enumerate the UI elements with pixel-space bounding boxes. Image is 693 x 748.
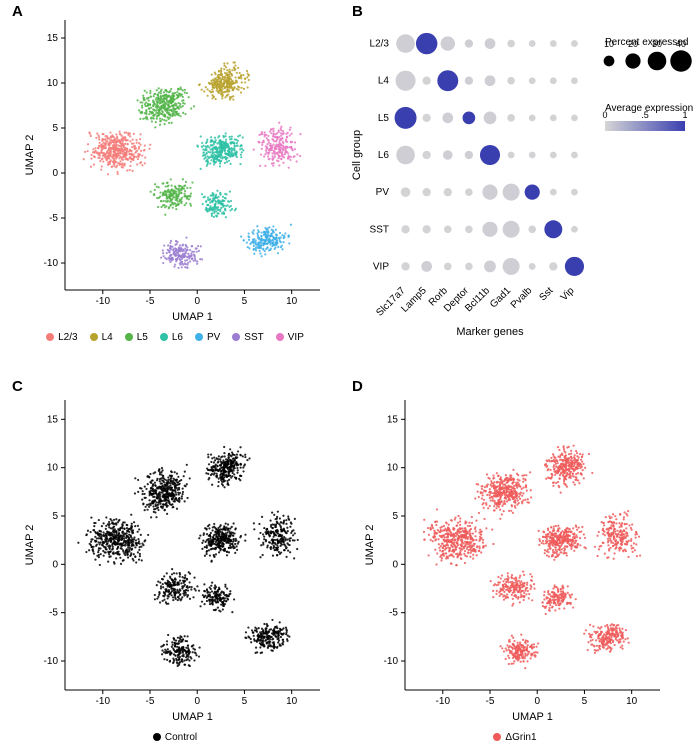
svg-text:UMAP 1: UMAP 1 xyxy=(512,711,553,723)
svg-text:0: 0 xyxy=(52,168,58,179)
svg-text:-10: -10 xyxy=(44,258,59,269)
svg-text:10: 10 xyxy=(47,78,59,89)
svg-text:UMAP 2: UMAP 2 xyxy=(24,135,36,176)
svg-text:10: 10 xyxy=(626,696,638,707)
panel-b-dotplot: L2/3L4L5L6PVSSTVIPSlc17a7Lamp5RorbDeptor… xyxy=(350,0,693,340)
panel-a-umap-colored: -10 -5 0 5 10 -10 -5 0 5 10 15 UMAP 1 UMAP 2 xyxy=(10,0,340,340)
svg-text:Gad1: Gad1 xyxy=(488,285,513,310)
svg-text:1: 1 xyxy=(682,110,687,120)
svg-text:30: 30 xyxy=(652,39,662,49)
legend-item-l4: L4 xyxy=(90,332,113,343)
svg-text:.5: .5 xyxy=(641,110,649,120)
svg-text:UMAP 2: UMAP 2 xyxy=(24,525,36,566)
svg-text:5: 5 xyxy=(52,123,58,134)
legend-item-sst: SST xyxy=(232,332,263,343)
svg-text:-5: -5 xyxy=(389,608,398,619)
svg-text:Marker genes: Marker genes xyxy=(456,326,524,338)
svg-text:5: 5 xyxy=(392,511,398,522)
svg-text:20: 20 xyxy=(628,39,638,49)
svg-text:-10: -10 xyxy=(96,696,111,707)
svg-text:-10: -10 xyxy=(384,656,399,667)
panel-a-legend: L2/3 L4 L5 L6 PV SST VIP xyxy=(10,328,340,346)
svg-text:L5: L5 xyxy=(378,113,390,124)
svg-text:10: 10 xyxy=(286,296,298,307)
svg-text:VIP: VIP xyxy=(373,261,389,272)
panel-c-umap-control: -10 -5 0 5 10 -10 -5 0 5 10 15 UMAP 1 UMAP 2 xyxy=(10,375,340,735)
svg-text:0: 0 xyxy=(194,296,200,307)
svg-text:-5: -5 xyxy=(146,696,155,707)
svg-text:Bcl11b: Bcl11b xyxy=(463,285,492,314)
svg-text:-10: -10 xyxy=(44,656,59,667)
svg-text:UMAP 1: UMAP 1 xyxy=(172,711,213,723)
svg-text:-5: -5 xyxy=(49,608,58,619)
svg-text:-10: -10 xyxy=(436,696,451,707)
svg-text:-5: -5 xyxy=(146,296,155,307)
svg-text:15: 15 xyxy=(47,414,59,425)
svg-text:Cell group: Cell group xyxy=(351,130,363,180)
svg-text:40: 40 xyxy=(676,39,686,49)
svg-text:Average expression: Average expression xyxy=(605,103,693,114)
panel-c-legend: Control xyxy=(10,728,340,746)
svg-text:5: 5 xyxy=(582,696,588,707)
svg-text:10: 10 xyxy=(286,696,298,707)
svg-text:0: 0 xyxy=(602,110,607,120)
legend-item-l23: L2/3 xyxy=(46,332,77,343)
svg-text:SST: SST xyxy=(370,224,389,235)
svg-text:Slc17a7: Slc17a7 xyxy=(374,285,408,319)
svg-text:5: 5 xyxy=(242,696,248,707)
svg-text:-10: -10 xyxy=(96,296,111,307)
panel-d-legend: ΔGrin1 xyxy=(350,728,680,746)
svg-text:-5: -5 xyxy=(486,696,495,707)
legend-item-l5: L5 xyxy=(125,332,148,343)
svg-text:-5: -5 xyxy=(49,213,58,224)
svg-text:L6: L6 xyxy=(378,150,390,161)
svg-text:L2/3: L2/3 xyxy=(370,39,390,50)
svg-text:L4: L4 xyxy=(378,76,390,87)
svg-text:10: 10 xyxy=(387,463,399,474)
svg-text:0: 0 xyxy=(534,696,540,707)
panel-d-umap-grin1: -10 -5 0 5 10 -10 -5 0 5 10 15 UMAP 1 UMAP 2 xyxy=(350,375,680,735)
svg-text:Vip: Vip xyxy=(559,285,577,303)
svg-text:UMAP 2: UMAP 2 xyxy=(364,525,376,566)
svg-text:0: 0 xyxy=(392,559,398,570)
svg-text:10: 10 xyxy=(47,463,59,474)
svg-text:UMAP 1: UMAP 1 xyxy=(172,311,213,323)
svg-text:Sst: Sst xyxy=(537,285,555,303)
svg-text:5: 5 xyxy=(242,296,248,307)
figure-root: { "panels": { "A": { "label": "A" }, "B"… xyxy=(0,0,693,748)
legend-item-vip: VIP xyxy=(276,332,304,343)
svg-text:15: 15 xyxy=(387,414,399,425)
svg-text:15: 15 xyxy=(47,33,59,44)
svg-text:0: 0 xyxy=(194,696,200,707)
legend-item-l6: L6 xyxy=(160,332,183,343)
legend-item-pv: PV xyxy=(195,332,220,343)
svg-text:10: 10 xyxy=(604,39,614,49)
svg-text:5: 5 xyxy=(52,511,58,522)
svg-text:0: 0 xyxy=(52,559,58,570)
svg-text:PV: PV xyxy=(376,187,390,198)
svg-text:Pvalb: Pvalb xyxy=(509,285,535,311)
